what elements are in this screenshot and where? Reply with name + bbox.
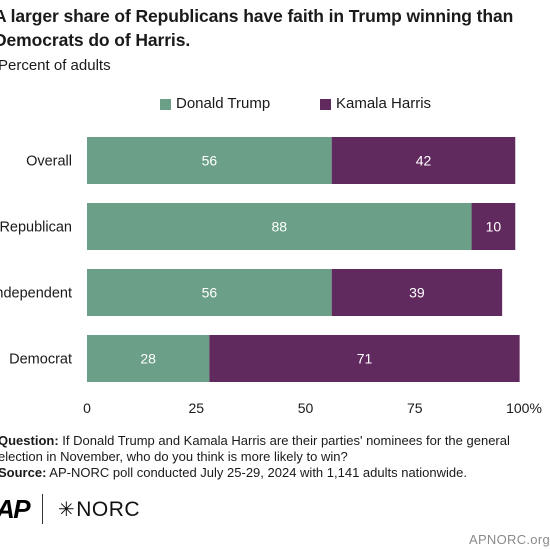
category-label-overall: Overall	[26, 154, 72, 170]
x-tick-label: 100%	[506, 400, 542, 416]
data-label-trump-democrat: 28	[140, 351, 156, 367]
bar-harris-republican	[471, 203, 516, 250]
legend-item-harris: Kamala Harris	[320, 95, 431, 113]
data-label-harris-republican: 10	[486, 219, 502, 235]
source-label: Source:	[0, 465, 47, 480]
x-tick-label: 0	[83, 400, 91, 416]
bar-chart: Overall 56 42 Republican 88 10 Independent 56 39…	[0, 137, 542, 416]
bar-harris-democrat	[209, 335, 520, 382]
chart-title: A larger share of Republicans have faith…	[0, 6, 514, 50]
legend-swatch-trump	[160, 98, 171, 110]
legend-label-trump: Donald Trump	[176, 95, 271, 112]
bar-trump-independent	[87, 269, 332, 316]
data-label-harris-independent: 39	[409, 285, 425, 301]
data-label-trump-overall: 56	[202, 153, 218, 169]
data-label-harris-overall: 42	[416, 153, 432, 169]
source-note: Source: AP-NORC poll conducted July 25-2…	[0, 465, 550, 481]
legend-label-harris: Kamala Harris	[336, 95, 432, 112]
question-text: If Donald Trump and Kamala Harris are th…	[0, 433, 510, 464]
site-url: APNORC.org	[468, 532, 550, 547]
bar-harris-overall	[331, 137, 516, 184]
bar-harris-independent	[331, 269, 503, 316]
x-tick-label: 75	[407, 400, 423, 416]
chart-subtitle: Percent of adults	[0, 57, 111, 74]
norc-logo: ✳ NORC	[58, 497, 140, 522]
bar-trump-democrat	[87, 335, 210, 382]
logo-divider	[42, 494, 43, 524]
question-label: Question:	[0, 433, 59, 448]
category-label-republican: Republican	[0, 220, 72, 236]
ap-logo: AP	[0, 494, 31, 524]
x-tick-label: 50	[298, 400, 314, 416]
legend-item-trump: Donald Trump	[160, 95, 270, 113]
logos: AP ✳ NORC	[0, 490, 550, 530]
norc-mark-icon: ✳	[58, 499, 76, 521]
category-label-independent: Independent	[0, 286, 72, 302]
data-label-harris-democrat: 71	[357, 351, 373, 367]
question-note: Question: If Donald Trump and Kamala Har…	[0, 433, 550, 465]
source-text: AP-NORC poll conducted July 25-29, 2024 …	[46, 465, 467, 480]
bar-trump-republican	[87, 203, 472, 250]
norc-logo-text: NORC	[76, 497, 141, 521]
x-tick-label: 25	[188, 400, 204, 416]
category-label-democrat: Democrat	[9, 352, 72, 368]
legend-swatch-harris	[320, 98, 331, 110]
data-label-trump-independent: 56	[202, 285, 218, 301]
bar-trump-overall	[87, 137, 332, 184]
chart-notes: Question: If Donald Trump and Kamala Har…	[0, 433, 550, 481]
data-label-trump-republican: 88	[271, 219, 287, 235]
legend: Donald Trump Kamala Harris	[0, 95, 550, 115]
